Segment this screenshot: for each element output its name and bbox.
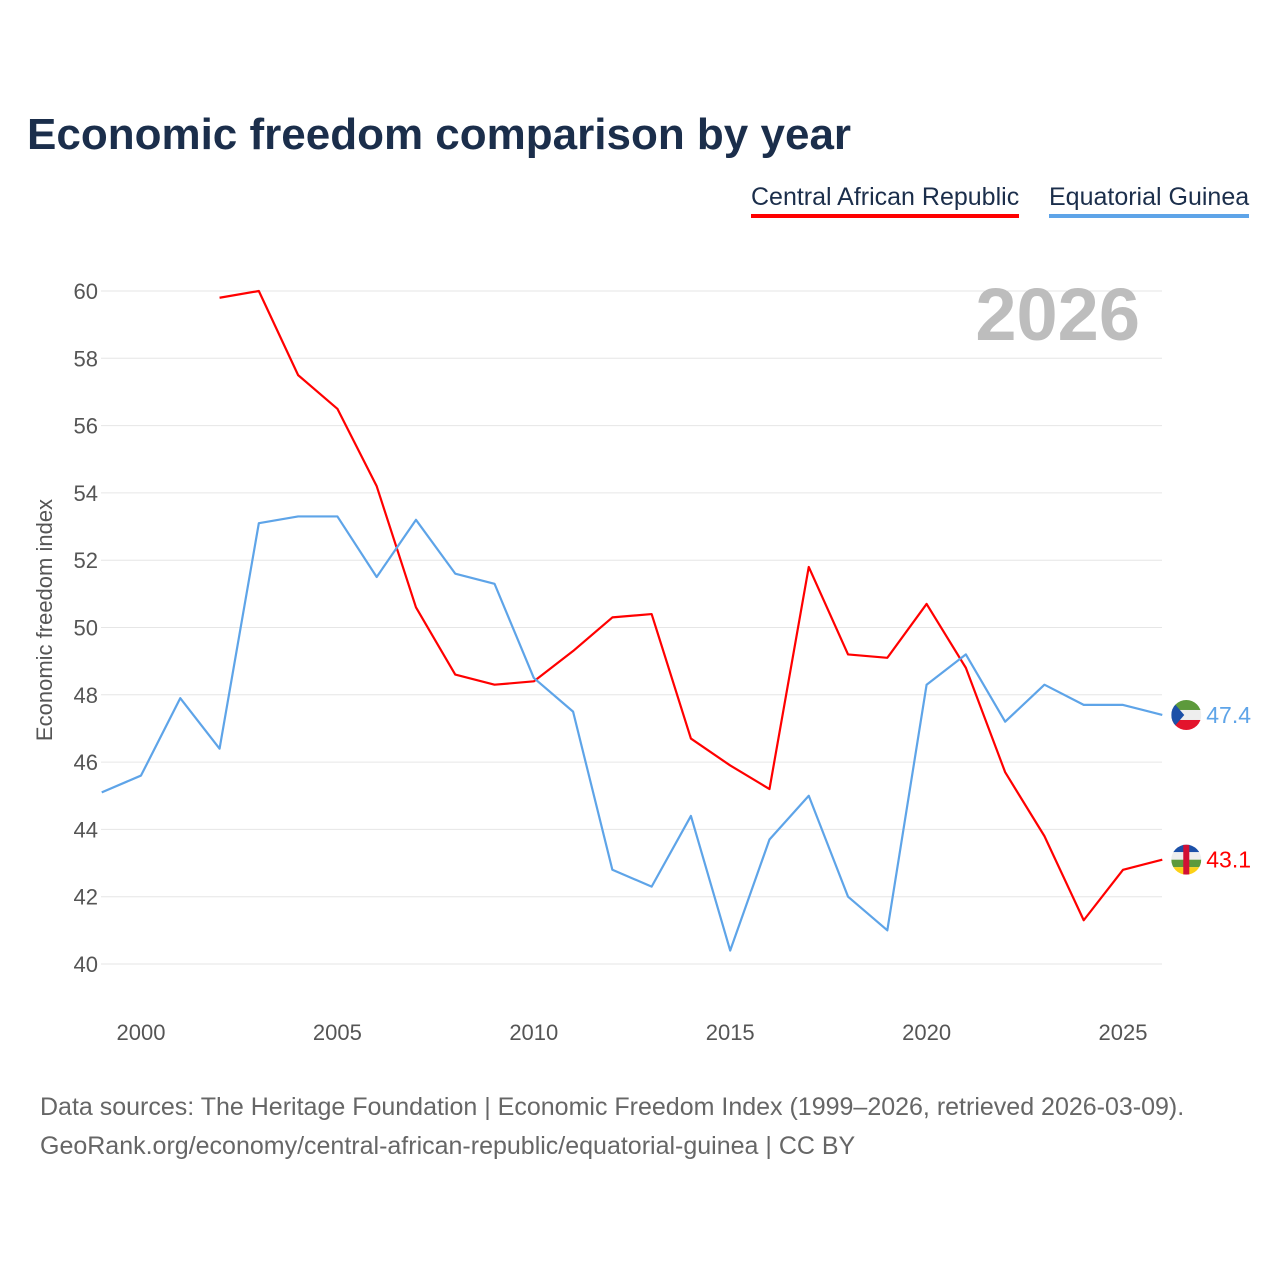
flag-equatorial-guinea-icon [1171, 699, 1202, 730]
flag-central-african-republic-icon [1171, 844, 1202, 875]
y-tick-label: 52 [74, 548, 98, 573]
y-tick-label: 50 [74, 616, 98, 641]
legend-equatorial-guinea[interactable]: Equatorial Guinea [1049, 183, 1250, 218]
year-watermark: 2026 [975, 273, 1140, 356]
x-tick-label: 2015 [706, 1020, 755, 1045]
x-tick-label: 2020 [902, 1020, 951, 1045]
legend-central-african-republic[interactable]: Central African Republic [751, 183, 1020, 218]
series-line-1 [101, 515, 1163, 952]
source-note: Data sources: The Heritage Foundation | … [40, 1088, 1184, 1166]
x-tick-label: 2000 [117, 1020, 166, 1045]
y-tick-label: 46 [74, 750, 98, 775]
x-tick-label: 2010 [509, 1020, 558, 1045]
source-line-2: GeoRank.org/economy/central-african-repu… [40, 1132, 856, 1160]
y-tick-label: 40 [74, 952, 98, 977]
y-tick-label: 48 [74, 683, 98, 708]
end-value-label-1: 47.4 [1206, 702, 1251, 728]
end-value-label-0: 43.1 [1206, 847, 1251, 873]
y-tick-label: 60 [74, 279, 98, 304]
x-tick-label: 2005 [313, 1020, 362, 1045]
y-tick-label: 56 [74, 414, 98, 439]
y-tick-label: 44 [74, 817, 98, 842]
y-tick-label: 42 [74, 885, 98, 910]
series-line-0 [219, 289, 1163, 922]
y-axis-label: Economic freedom index [32, 499, 57, 741]
y-tick-label: 54 [74, 481, 98, 506]
source-line-1: Data sources: The Heritage Foundation | … [40, 1093, 1185, 1121]
y-tick-label: 58 [74, 346, 98, 371]
chart-title: Economic freedom comparison by year [27, 110, 852, 159]
x-tick-label: 2025 [1099, 1020, 1148, 1045]
